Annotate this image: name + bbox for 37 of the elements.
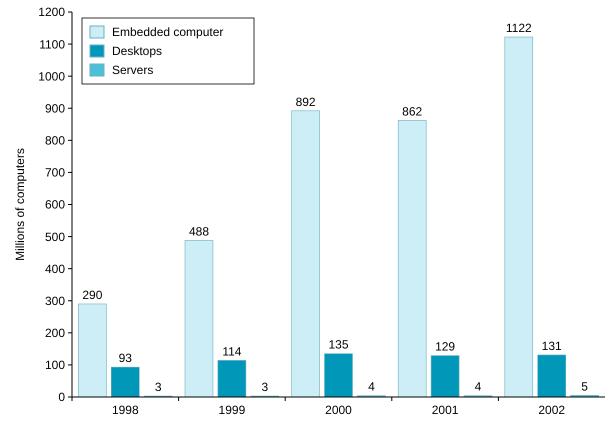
legend-label: Embedded computer [112,25,224,40]
data-label: 4 [368,380,376,394]
data-label: 862 [402,104,423,118]
data-label: 4 [474,380,482,394]
y-tick-label: 1100 [39,37,66,52]
data-label: 5 [581,379,588,394]
y-axis-title: Millions of computers [13,148,27,261]
y-tick-label: 800 [44,134,66,148]
y-tick-label: 200 [44,326,66,340]
data-label: 114 [222,344,242,358]
y-tick-label: 0 [58,390,66,404]
x-tick-label: 2001 [432,403,459,417]
y-tick-label: 400 [44,262,66,276]
x-tick-label: 1998 [112,403,139,417]
legend-label: Desktops [112,44,162,58]
data-label: 290 [82,288,103,302]
data-label: 3 [261,380,268,394]
y-tick-label: 500 [44,230,66,244]
y-tick-label: 900 [44,101,66,116]
data-label: 892 [296,94,316,109]
data-label: 135 [328,338,349,352]
y-tick-label: 600 [44,198,66,212]
y-tick-label: 1200 [38,5,66,20]
x-tick-label: 2000 [325,403,352,417]
x-tick-label: 2002 [538,403,566,417]
data-label: 1122 [506,21,532,36]
data-label: 3 [154,380,162,394]
data-label: 129 [435,340,456,354]
x-tick-label: 1999 [218,403,246,417]
data-label: 488 [188,224,210,238]
y-tick-label: 1000 [38,69,66,84]
legend-label: Servers [112,63,154,78]
data-label: 93 [118,351,132,366]
y-tick-label: 700 [44,166,66,180]
data-label: 131 [542,338,562,353]
y-tick-label: 300 [44,294,66,308]
y-tick-label: 100 [44,358,66,372]
